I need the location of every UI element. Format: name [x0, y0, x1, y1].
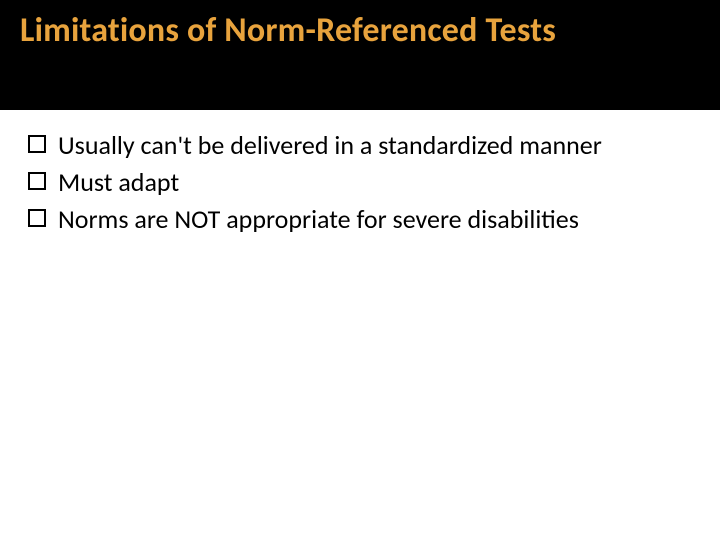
- square-bullet-icon: [28, 135, 46, 153]
- slide-header: Limitations of Norm-Referenced Tests: [0, 0, 720, 110]
- list-item-text: Usually can't be delivered in a standard…: [58, 129, 602, 161]
- list-item: Must adapt: [28, 165, 692, 200]
- bullet-list: Usually can't be delivered in a standard…: [28, 128, 692, 237]
- list-item: Usually can't be delivered in a standard…: [28, 128, 692, 163]
- square-bullet-icon: [28, 209, 46, 227]
- list-item-text: Must adapt: [58, 166, 179, 198]
- square-bullet-icon: [28, 172, 46, 190]
- slide-body: Usually can't be delivered in a standard…: [0, 110, 720, 237]
- list-item-text: Norms are NOT appropriate for severe dis…: [58, 203, 579, 235]
- list-item: Norms are NOT appropriate for severe dis…: [28, 202, 692, 237]
- slide-title: Limitations of Norm-Referenced Tests: [20, 10, 556, 53]
